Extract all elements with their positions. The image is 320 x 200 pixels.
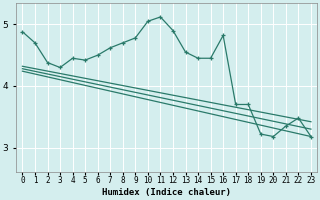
X-axis label: Humidex (Indice chaleur): Humidex (Indice chaleur) [102, 188, 231, 197]
